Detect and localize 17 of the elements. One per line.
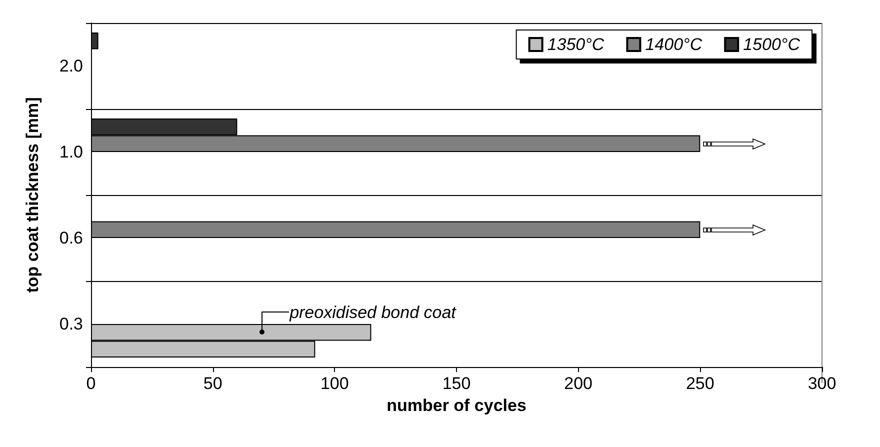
annotation: preoxidised bond coat — [288, 302, 458, 322]
y-tick-label: 2.0 — [59, 56, 83, 76]
x-tick-label: 200 — [564, 374, 593, 393]
x-tick-label: 100 — [320, 374, 349, 393]
y-axis-title: top coat thickness [mm] — [23, 97, 42, 293]
x-tick-label: 50 — [203, 374, 222, 393]
x-tick-label: 150 — [442, 374, 471, 393]
x-tick-label: 0 — [86, 374, 96, 393]
x-tick-label: 250 — [686, 374, 714, 393]
legend-label: 1350°C — [547, 35, 605, 54]
x-tick-label: 300 — [808, 374, 836, 393]
x-axis-title: number of cycles — [386, 396, 526, 415]
y-tick-label: 0.3 — [59, 314, 83, 334]
legend-label: 1400°C — [645, 35, 703, 54]
y-tick-label: 0.6 — [59, 228, 83, 248]
legend-label: 1500°C — [743, 35, 801, 54]
y-tick-label: 1.0 — [59, 142, 83, 162]
